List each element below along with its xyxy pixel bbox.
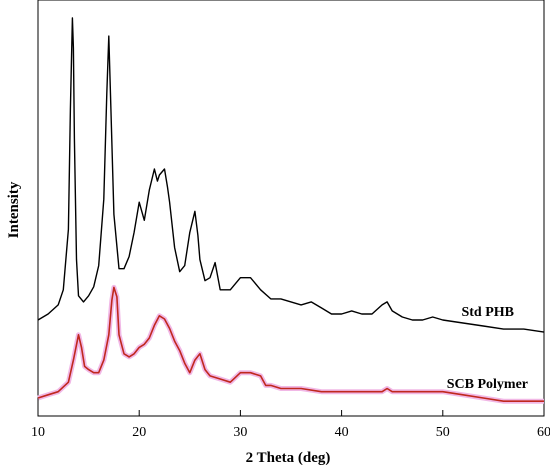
x-axis-ticks: 10 20 30 40 50 60 bbox=[31, 410, 550, 440]
x-axis-title: 2 Theta (deg) bbox=[246, 450, 331, 466]
x-tick-label-30: 30 bbox=[233, 425, 247, 440]
x-tick-label-60: 60 bbox=[537, 425, 550, 440]
x-tick-label-40: 40 bbox=[335, 425, 349, 440]
series-label-scb-polymer: SCB Polymer bbox=[447, 377, 528, 392]
series-label-std-phb: Std PHB bbox=[461, 305, 514, 320]
series-lines bbox=[37, 17, 545, 404]
x-tick-label-50: 50 bbox=[436, 425, 450, 440]
x-tick-label-20: 20 bbox=[132, 425, 146, 440]
series-line-std-phb bbox=[37, 17, 545, 333]
series-line-scb-polymer bbox=[37, 286, 544, 403]
plot-frame bbox=[37, 0, 545, 417]
x-tick-label-10: 10 bbox=[31, 425, 45, 440]
y-axis-title: Intensity bbox=[6, 181, 22, 238]
